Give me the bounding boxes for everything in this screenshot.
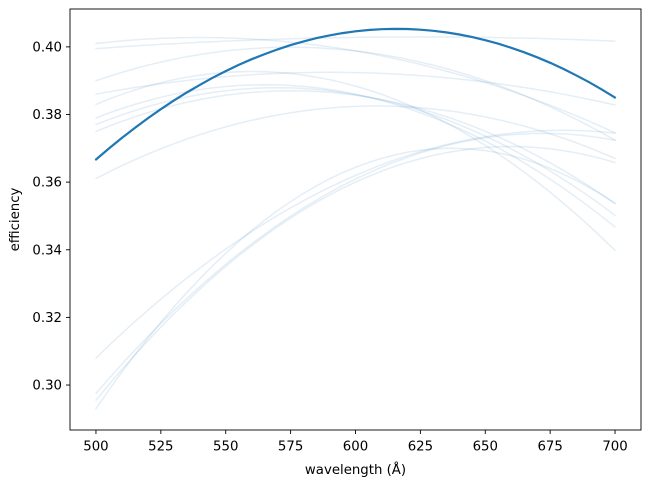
- curve-line-6: [95, 83, 616, 228]
- x-tick-label: 575: [278, 440, 303, 455]
- curve-highlighted-fit: [94, 27, 617, 161]
- curve-line-1: [95, 36, 616, 50]
- x-tick-label: 700: [602, 440, 627, 455]
- x-tick-label: 675: [537, 440, 562, 455]
- y-tick-label: 0.30: [32, 379, 62, 394]
- y-tick-label: 0.38: [32, 108, 62, 123]
- curve-line-7: [95, 86, 616, 217]
- x-tick-label: 525: [148, 440, 173, 455]
- axes-layer: 500 525 550 575 600 625 650 675 700 0.30 0.32 0.34 0…: [32, 8, 642, 455]
- curve-line-2: [95, 36, 616, 134]
- curve-line-10: [95, 129, 616, 359]
- y-tick-label: 0.36: [32, 176, 62, 191]
- curve-line-4: [95, 71, 616, 106]
- curve-line-9: [95, 105, 616, 180]
- x-tick-label: 500: [83, 440, 108, 455]
- y-tick-label: 0.34: [32, 243, 62, 258]
- curve-line-3: [95, 46, 616, 141]
- x-tick-label: 650: [473, 440, 498, 455]
- x-axis-label: wavelength (Å): [305, 461, 406, 478]
- x-tick-label: 625: [408, 440, 433, 455]
- x-tick-label: 600: [343, 440, 368, 455]
- curve-line-12: [95, 145, 616, 401]
- curve-line-8: [95, 89, 616, 205]
- curve-line-5: [95, 70, 616, 252]
- curves-layer: [94, 27, 617, 410]
- y-axis-label: efficiency: [8, 187, 23, 251]
- curve-line-11: [95, 132, 616, 395]
- x-tick-label: 550: [213, 440, 238, 455]
- y-tick-label: 0.40: [32, 40, 62, 55]
- y-tick-label: 0.32: [32, 311, 62, 326]
- curve-line-13: [95, 147, 616, 410]
